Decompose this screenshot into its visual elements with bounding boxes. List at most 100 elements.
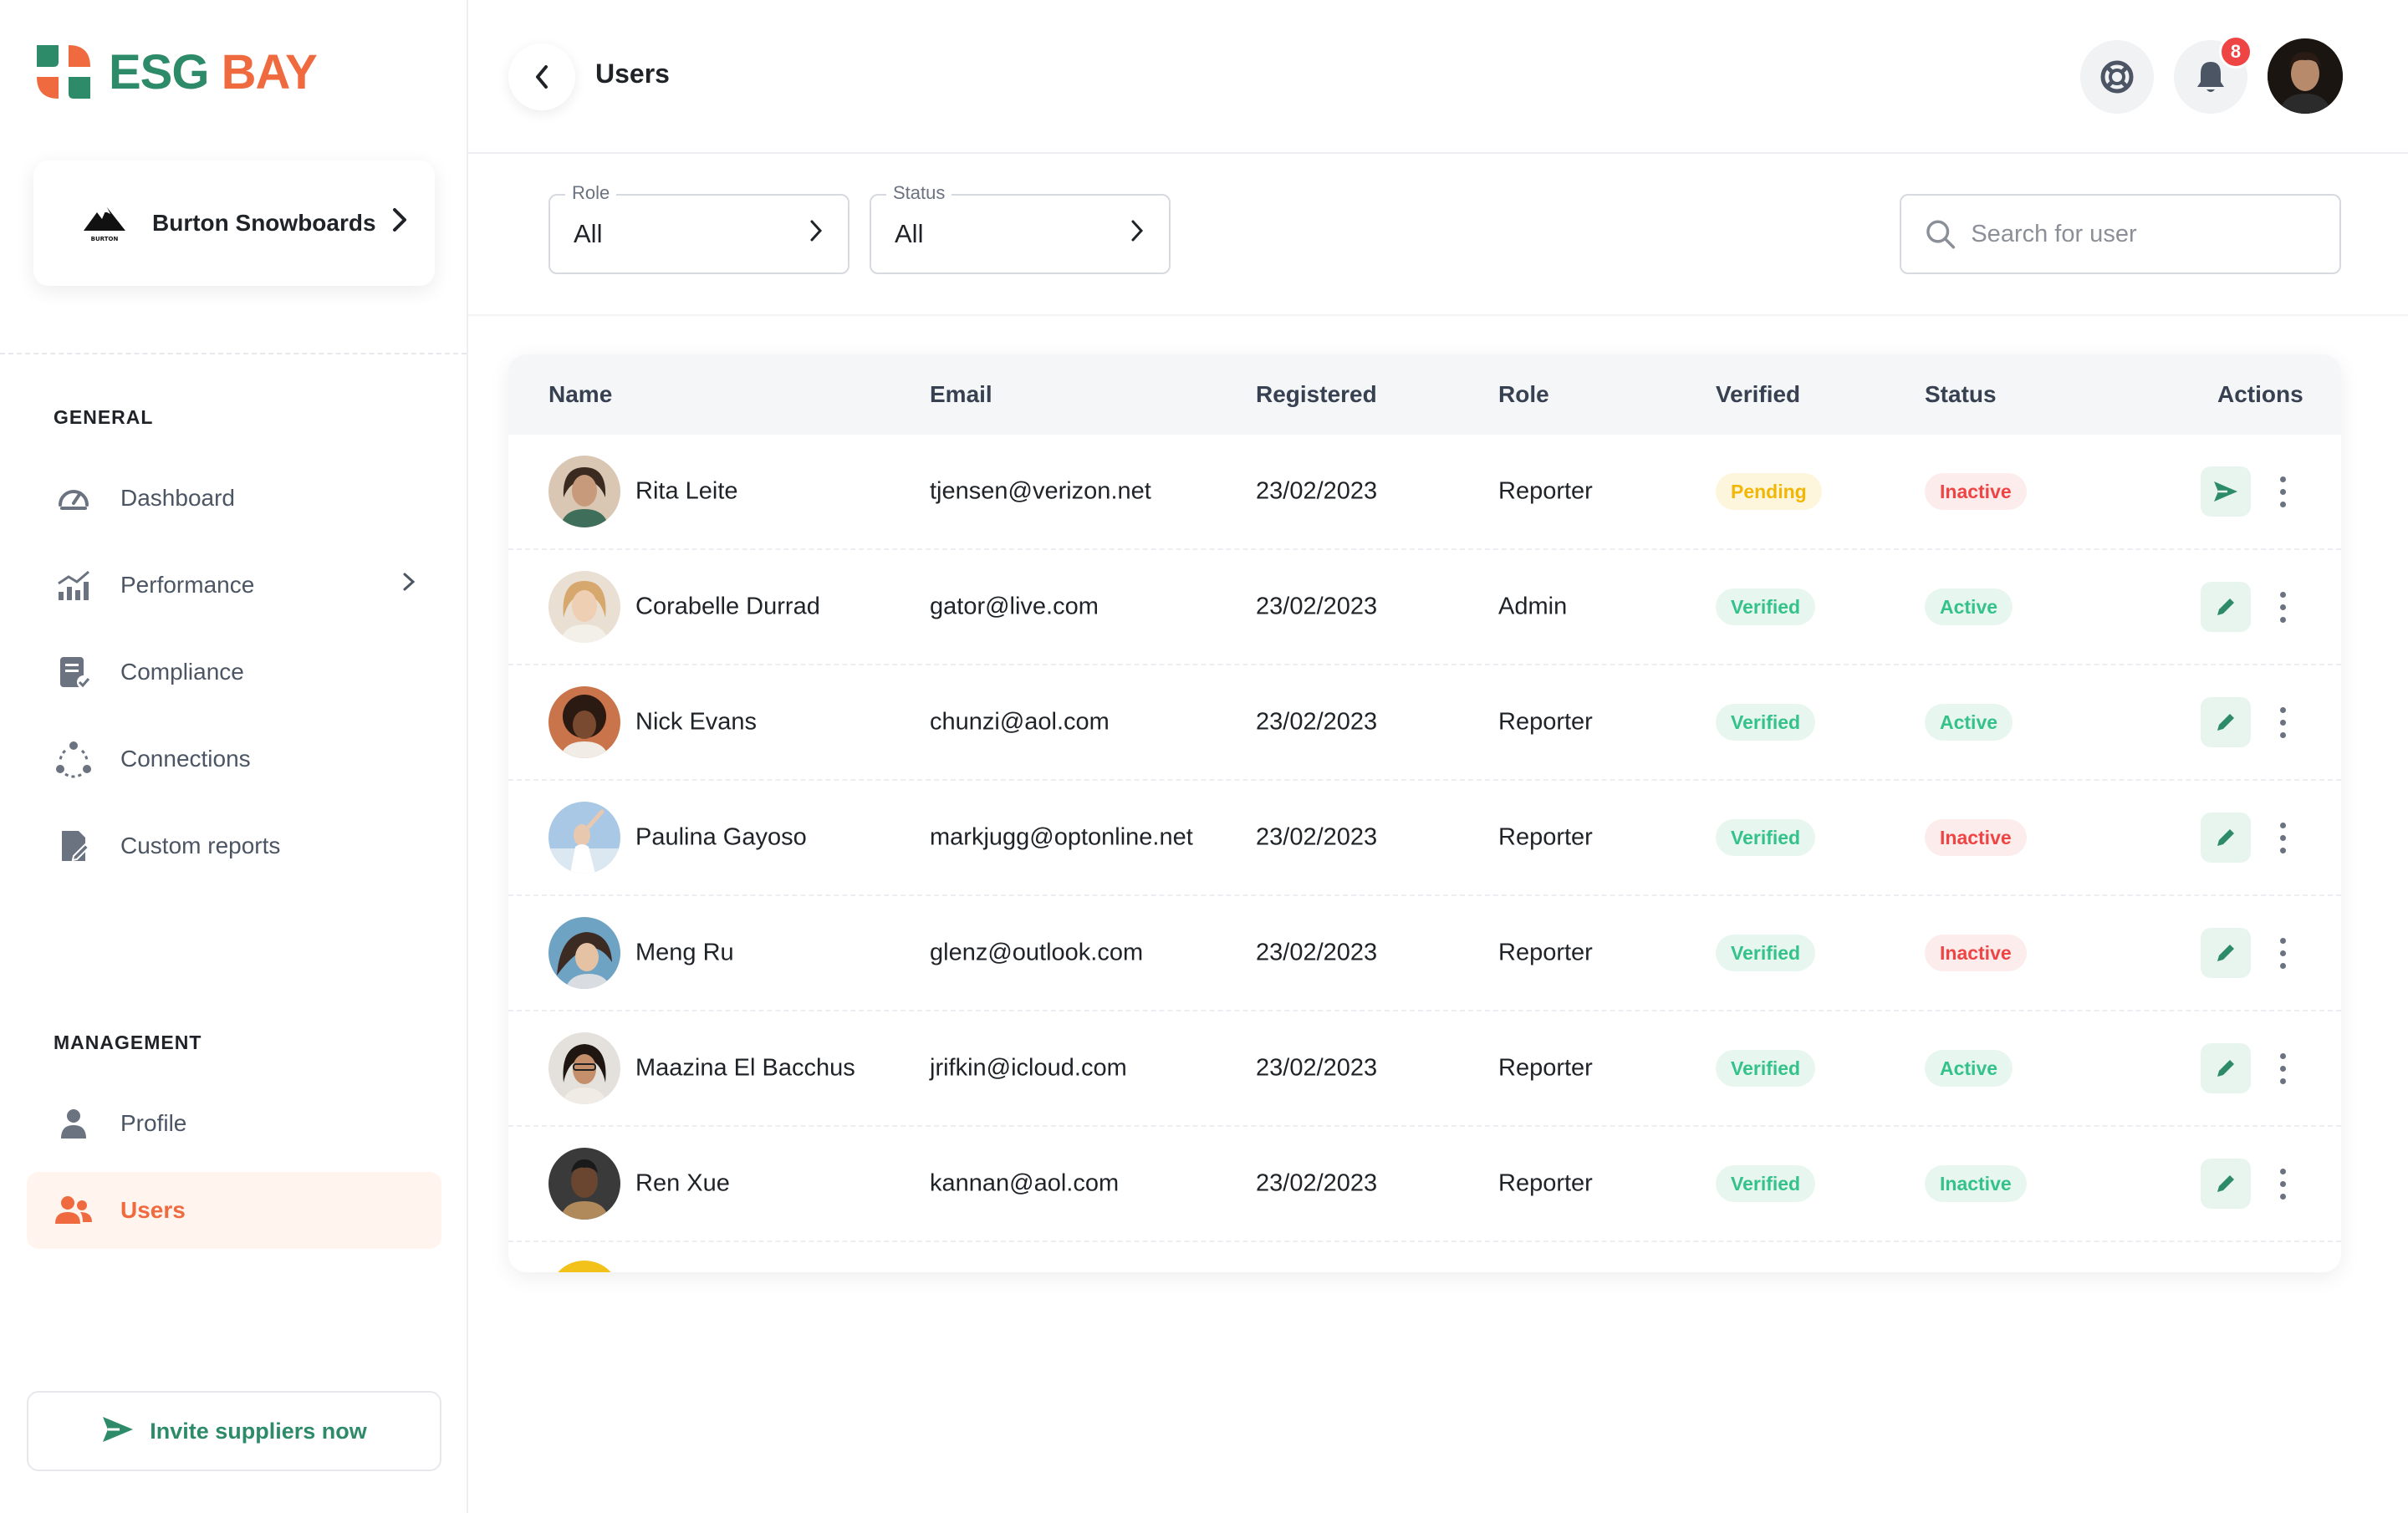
column-header-verified[interactable]: Verified bbox=[1716, 381, 1801, 407]
chevron-right-icon bbox=[1129, 218, 1145, 251]
pencil-icon bbox=[2217, 1060, 2234, 1077]
sidebar-item-performance[interactable]: Performance bbox=[27, 547, 441, 624]
logo-mark-icon bbox=[37, 45, 90, 99]
avatar bbox=[548, 456, 620, 527]
role-filter-select[interactable]: Role All bbox=[548, 182, 849, 274]
chevron-right-icon bbox=[390, 206, 410, 241]
chevron-right-icon bbox=[401, 571, 416, 599]
status-badge: Inactive bbox=[1925, 819, 2027, 856]
sidebar-item-connections[interactable]: Connections bbox=[27, 721, 441, 797]
sidebar-item-label: Custom reports bbox=[120, 833, 281, 858]
organization-switcher[interactable]: BURTON Burton Snowboards bbox=[33, 160, 435, 286]
user-role: Reporter bbox=[1498, 708, 1593, 736]
user-email: gator@live.com bbox=[930, 593, 1099, 620]
user-search-field[interactable] bbox=[1900, 194, 2341, 274]
user-name: Meng Ru bbox=[635, 939, 734, 966]
more-options-button[interactable] bbox=[2274, 697, 2291, 747]
search-input[interactable] bbox=[1971, 220, 2316, 248]
column-header-registered[interactable]: Registered bbox=[1256, 381, 1377, 407]
avatar bbox=[548, 571, 620, 643]
more-options-button[interactable] bbox=[2274, 582, 2291, 632]
status-badge: Active bbox=[1925, 704, 2013, 741]
more-options-button[interactable] bbox=[2274, 466, 2291, 517]
table-row[interactable]: Nick Evans chunzi@aol.com 23/02/2023 Rep… bbox=[508, 665, 2341, 781]
edit-user-button[interactable] bbox=[2201, 582, 2251, 632]
sidebar-item-profile[interactable]: Profile bbox=[27, 1085, 441, 1162]
status-badge: Active bbox=[1925, 588, 2013, 625]
user-role: Reporter bbox=[1498, 939, 1593, 966]
more-options-button[interactable] bbox=[2274, 1159, 2291, 1209]
avatar bbox=[548, 1148, 620, 1220]
support-button[interactable] bbox=[2080, 40, 2154, 114]
table-row[interactable]: Corabelle Durrad gator@live.com 23/02/20… bbox=[508, 550, 2341, 665]
column-header-status[interactable]: Status bbox=[1925, 381, 1997, 407]
avatar bbox=[548, 802, 620, 874]
user-name: Rita Leite bbox=[635, 477, 738, 505]
sidebar-item-compliance[interactable]: Compliance bbox=[27, 634, 441, 711]
edit-user-button[interactable] bbox=[2201, 1159, 2251, 1209]
registered-date: 23/02/2023 bbox=[1256, 939, 1378, 966]
edit-user-button[interactable] bbox=[2201, 813, 2251, 863]
sidebar-item-label: Users bbox=[120, 1197, 186, 1223]
verified-badge: Verified bbox=[1716, 1050, 1816, 1087]
table-row[interactable]: Meng Ru glenz@outlook.com 23/02/2023 Rep… bbox=[508, 896, 2341, 1011]
registered-date: 23/02/2023 bbox=[1256, 708, 1378, 736]
user-avatar[interactable] bbox=[2268, 38, 2343, 114]
status-badge: Inactive bbox=[1925, 935, 2027, 971]
network-icon bbox=[54, 739, 94, 779]
table-row[interactable]: Paulina Gayoso markjugg@optonline.net 23… bbox=[508, 781, 2341, 896]
edit-user-button[interactable] bbox=[2201, 928, 2251, 978]
column-header-email[interactable]: Email bbox=[930, 381, 992, 407]
users-table: Name Email Registered Role Verified Stat… bbox=[508, 354, 2341, 1272]
status-badge: Inactive bbox=[1925, 473, 2027, 510]
invite-suppliers-label: Invite suppliers now bbox=[150, 1418, 367, 1444]
pencil-icon bbox=[2217, 1175, 2234, 1192]
sidebar-item-label: Performance bbox=[120, 572, 255, 598]
sidebar-item-custom-reports[interactable]: Custom reports bbox=[27, 807, 441, 884]
registered-date: 23/02/2023 bbox=[1256, 593, 1378, 620]
filter-bar: Role All Status All bbox=[468, 155, 2408, 316]
notifications-button[interactable]: 8 bbox=[2174, 35, 2252, 114]
logo-text: ESG BAY bbox=[109, 44, 318, 100]
more-options-button[interactable] bbox=[2274, 1043, 2291, 1093]
sidebar-item-dashboard[interactable]: Dashboard bbox=[27, 460, 441, 537]
verified-badge: Verified bbox=[1716, 588, 1816, 625]
logo-esg: ESG bbox=[109, 44, 209, 99]
gauge-icon bbox=[54, 478, 94, 518]
users-icon bbox=[54, 1190, 94, 1230]
send-invite-button[interactable] bbox=[2201, 466, 2251, 517]
back-button[interactable] bbox=[508, 43, 575, 110]
more-options-button[interactable] bbox=[2274, 813, 2291, 863]
user-email: tjensen@verizon.net bbox=[930, 477, 1151, 505]
sidebar-item-label: Connections bbox=[120, 746, 251, 772]
avatar bbox=[548, 1032, 620, 1104]
user-name: Corabelle Durrad bbox=[635, 593, 820, 620]
status-filter-select[interactable]: Status All bbox=[870, 182, 1171, 274]
verified-badge: Pending bbox=[1716, 473, 1822, 510]
table-row[interactable]: Rita Leite tjensen@verizon.net 23/02/202… bbox=[508, 435, 2341, 550]
table-row[interactable]: Maazina El Bacchus jrifkin@icloud.com 23… bbox=[508, 1011, 2341, 1127]
invite-suppliers-button[interactable]: Invite suppliers now bbox=[27, 1391, 441, 1471]
role-filter-label: Role bbox=[565, 182, 617, 204]
user-role: Reporter bbox=[1498, 823, 1593, 851]
partial-row-avatar bbox=[548, 1261, 620, 1272]
page-title: Users bbox=[595, 59, 670, 89]
registered-date: 23/02/2023 bbox=[1256, 1169, 1378, 1197]
table-row[interactable]: Ren Xue kannan@aol.com 23/02/2023 Report… bbox=[508, 1127, 2341, 1242]
burton-logo-text: BURTON bbox=[91, 236, 119, 242]
esg-bay-logo[interactable]: ESG BAY bbox=[33, 42, 318, 102]
user-icon bbox=[54, 1103, 94, 1144]
chevron-left-icon bbox=[536, 65, 548, 89]
verified-badge: Verified bbox=[1716, 935, 1816, 971]
column-header-role[interactable]: Role bbox=[1498, 381, 1549, 407]
column-header-name[interactable]: Name bbox=[548, 381, 613, 407]
edit-user-button[interactable] bbox=[2201, 697, 2251, 747]
more-options-button[interactable] bbox=[2274, 928, 2291, 978]
sidebar-item-users[interactable]: Users bbox=[27, 1172, 441, 1249]
bar-chart-icon bbox=[54, 565, 94, 605]
user-email: jrifkin@icloud.com bbox=[930, 1054, 1127, 1082]
edit-user-button[interactable] bbox=[2201, 1043, 2251, 1093]
bell-icon bbox=[2197, 62, 2224, 92]
column-header-actions: Actions bbox=[2217, 381, 2303, 407]
user-name: Nick Evans bbox=[635, 708, 758, 736]
